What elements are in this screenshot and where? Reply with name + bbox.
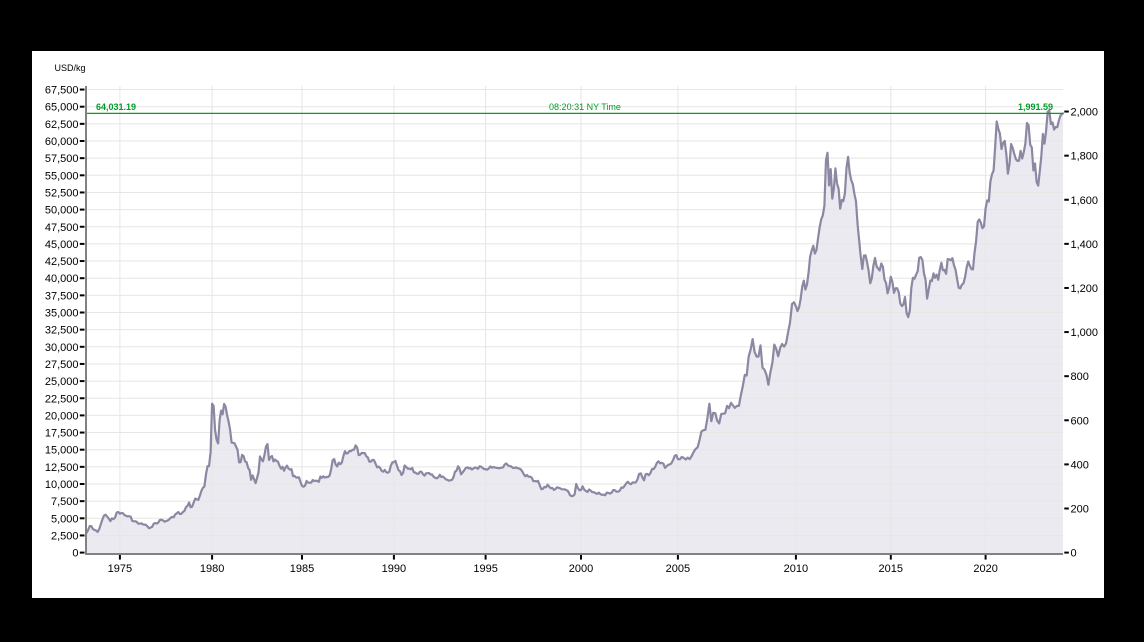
svg-text:25,000: 25,000 [45, 376, 79, 388]
svg-text:27,500: 27,500 [45, 359, 79, 371]
svg-text:1,400: 1,400 [1071, 239, 1099, 251]
svg-text:35,000: 35,000 [45, 308, 79, 320]
svg-text:5,000: 5,000 [51, 513, 79, 525]
svg-text:15,000: 15,000 [45, 445, 79, 457]
svg-text:57,500: 57,500 [45, 153, 79, 165]
svg-text:52,500: 52,500 [45, 187, 79, 199]
svg-text:17,500: 17,500 [45, 428, 79, 440]
svg-text:50,000: 50,000 [45, 205, 79, 217]
svg-text:1,800: 1,800 [1071, 151, 1099, 163]
svg-text:2000: 2000 [569, 563, 593, 575]
svg-text:1,600: 1,600 [1071, 195, 1099, 207]
svg-text:1980: 1980 [200, 563, 224, 575]
svg-text:30,000: 30,000 [45, 342, 79, 354]
svg-text:60,000: 60,000 [45, 136, 79, 148]
svg-text:1,000: 1,000 [1071, 327, 1099, 339]
svg-text:20,000: 20,000 [45, 410, 79, 422]
svg-text:12,500: 12,500 [45, 462, 79, 474]
svg-text:1985: 1985 [290, 563, 314, 575]
svg-text:08:20:31 NY Time: 08:20:31 NY Time [549, 102, 621, 112]
svg-text:1995: 1995 [473, 563, 497, 575]
svg-text:42,500: 42,500 [45, 256, 79, 268]
svg-text:1,991.59: 1,991.59 [1018, 102, 1053, 112]
svg-text:2,500: 2,500 [51, 530, 79, 542]
svg-text:1,200: 1,200 [1071, 283, 1099, 295]
svg-text:USD/kg: USD/kg [55, 63, 86, 73]
svg-text:65,000: 65,000 [45, 102, 79, 114]
svg-text:200: 200 [1071, 503, 1089, 515]
svg-text:1990: 1990 [382, 563, 406, 575]
svg-text:45,000: 45,000 [45, 239, 79, 251]
svg-text:67,500: 67,500 [45, 85, 79, 97]
svg-text:0: 0 [72, 548, 78, 560]
svg-text:2010: 2010 [784, 563, 808, 575]
svg-text:32,500: 32,500 [45, 325, 79, 337]
svg-text:22,500: 22,500 [45, 393, 79, 405]
svg-text:10,000: 10,000 [45, 479, 79, 491]
svg-text:400: 400 [1071, 459, 1089, 471]
svg-text:600: 600 [1071, 415, 1089, 427]
svg-text:2,000: 2,000 [1071, 107, 1099, 119]
svg-text:2015: 2015 [879, 563, 903, 575]
svg-text:2005: 2005 [666, 563, 690, 575]
svg-text:800: 800 [1071, 371, 1089, 383]
svg-text:62,500: 62,500 [45, 119, 79, 131]
svg-text:64,031.19: 64,031.19 [96, 102, 136, 112]
svg-text:55,000: 55,000 [45, 170, 79, 182]
svg-text:37,500: 37,500 [45, 290, 79, 302]
svg-text:47,500: 47,500 [45, 222, 79, 234]
svg-text:2020: 2020 [973, 563, 997, 575]
svg-text:7,500: 7,500 [51, 496, 79, 508]
svg-text:40,000: 40,000 [45, 273, 79, 285]
svg-text:0: 0 [1071, 548, 1077, 560]
svg-text:1975: 1975 [108, 563, 132, 575]
